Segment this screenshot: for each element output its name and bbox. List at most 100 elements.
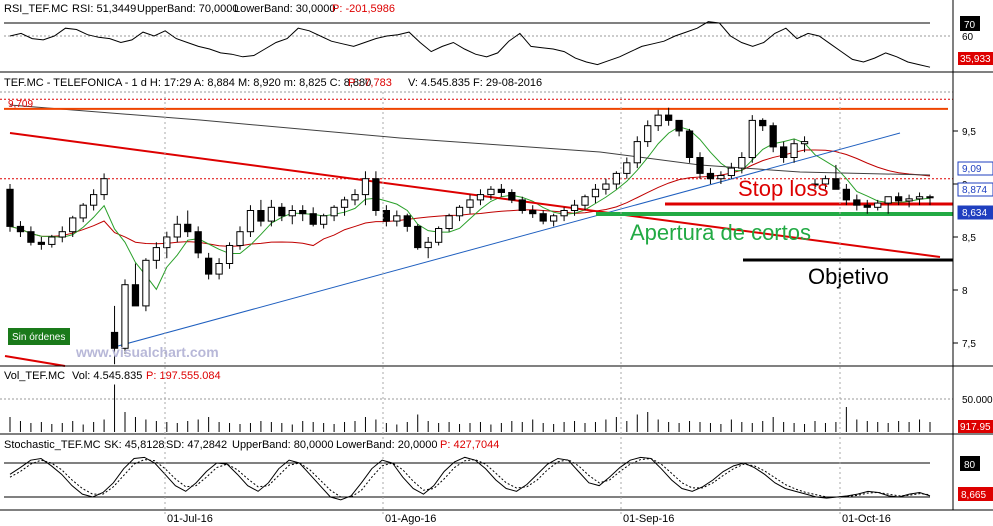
stoch-sd-line: [9, 457, 931, 498]
candle: [37, 237, 45, 250]
candle: [926, 194, 934, 206]
rsi-tick-70-box: [960, 16, 980, 31]
candle: [612, 171, 621, 190]
candle: [623, 157, 631, 179]
candle: [414, 224, 422, 250]
rsi-line: [9, 21, 931, 68]
candle: [403, 213, 411, 232]
stoch-title-name: Stochastic_TEF.MC: [4, 439, 101, 451]
candle: [759, 118, 767, 131]
rsi-tick-70: 70: [964, 20, 976, 31]
candle: [152, 242, 161, 269]
candle: [884, 196, 892, 214]
candle: [696, 152, 704, 179]
rsi-title-p: P: -201,5986: [332, 3, 395, 15]
candle: [257, 199, 265, 227]
candle: [48, 234, 56, 248]
candle: [853, 194, 861, 211]
candle: [905, 194, 913, 208]
candle: [727, 162, 736, 179]
stoch-title-sk: SK: 45,8128: [104, 439, 165, 451]
price-y-tick: 9,5: [962, 127, 976, 138]
candle: [832, 164, 840, 190]
candle: [131, 263, 140, 307]
price-y-tick: 8,5: [962, 233, 976, 244]
stoch-title-lower: LowerBand: 20,0000: [336, 439, 438, 451]
rsi-title-value: RSI: 51,3449: [72, 3, 136, 15]
price-last-label: 9,09: [962, 164, 982, 175]
sin-ordenes-label: Sin órdenes: [12, 332, 65, 343]
candle: [591, 184, 600, 204]
price-y-tick: 8: [962, 286, 968, 297]
candle: [466, 194, 474, 214]
candle: [435, 226, 443, 246]
candle: [915, 192, 924, 206]
candle: [685, 128, 694, 163]
candle: [215, 258, 223, 280]
sin-ordenes-badge[interactable]: [8, 328, 70, 345]
candle: [717, 171, 725, 184]
candle: [236, 226, 244, 250]
candle: [58, 226, 66, 243]
price-candles: [6, 107, 934, 365]
price-panel: TEF.MC - TELEFONICA - 1 d H: 17:29 A: 8,…: [0, 72, 993, 367]
price-grid: [0, 98, 953, 180]
price-title: TEF.MC - TELEFONICA - 1 d H: 17:29 A: 8,…: [4, 77, 371, 89]
stoch-last-value: 8,665: [961, 490, 986, 501]
candle: [539, 210, 547, 225]
candle: [382, 205, 390, 227]
candle: [205, 252, 213, 280]
candle: [110, 305, 119, 365]
candle: [100, 173, 108, 200]
candle: [800, 136, 809, 153]
x-tick-label: 01-Jul-16: [167, 513, 213, 525]
price-last-label: 8,634: [962, 208, 987, 219]
rsi-title-name: RSI_TEF.MC: [4, 3, 68, 15]
price-last-labels: 9,09 8,874 8,634: [957, 161, 993, 220]
candle: [863, 199, 871, 214]
price-last-box: [957, 161, 993, 176]
volume-panel: Vol_TEF.MC Vol: 4.545.835 P: 197.555.084…: [0, 366, 993, 435]
candle: [497, 184, 505, 197]
stoch-sk-line: [9, 456, 931, 501]
candle: [790, 139, 798, 163]
candle: [299, 205, 307, 222]
stoch-title-sd: SD: 47,2842: [166, 439, 227, 451]
watermark: www.visualchart.com: [75, 344, 219, 360]
rsi-title-upper: UpperBand: 70,0000: [137, 3, 239, 15]
candle: [644, 120, 652, 147]
candle: [69, 215, 77, 237]
rsi-panel: RSI_TEF.MC RSI: 51,3449 UpperBand: 70,00…: [0, 0, 993, 73]
price-last-box: [957, 182, 993, 197]
candle: [320, 213, 328, 229]
volume-bars: [9, 384, 931, 432]
blue-trendline: [117, 132, 901, 347]
candle: [184, 210, 192, 237]
candle: [560, 207, 568, 222]
price-y-tick: 7,5: [962, 339, 976, 350]
candle: [476, 189, 485, 206]
candle: [550, 213, 558, 227]
stoch-tick: 80: [964, 460, 976, 471]
candle: [330, 205, 338, 222]
candle: [27, 226, 35, 246]
x-axis: 01-Jul-16 01-Ago-16 01-Sep-16 01-Oct-16: [164, 92, 891, 525]
resistance-label: 9,709: [8, 99, 33, 110]
candle: [246, 205, 255, 237]
candle: [288, 205, 296, 225]
ma-long-line: [9, 104, 931, 176]
stochastic-panel: Stochastic_TEF.MC SK: 45,8128 SD: 47,284…: [0, 434, 993, 511]
candle: [267, 199, 275, 227]
rsi-title-lower: LowerBand: 30,0000: [234, 3, 336, 15]
vol-tick: 50.000: [962, 395, 993, 406]
x-tick-label: 01-Oct-16: [842, 513, 891, 525]
objetivo-label: Objetivo: [808, 264, 889, 289]
candle: [361, 171, 370, 206]
candle: [581, 194, 589, 211]
candle: [821, 175, 830, 190]
vol-last-box: [958, 420, 993, 433]
candle: [173, 215, 181, 243]
stoch-tick-box: [960, 456, 980, 471]
x-tick-label: 01-Sep-16: [623, 513, 674, 525]
